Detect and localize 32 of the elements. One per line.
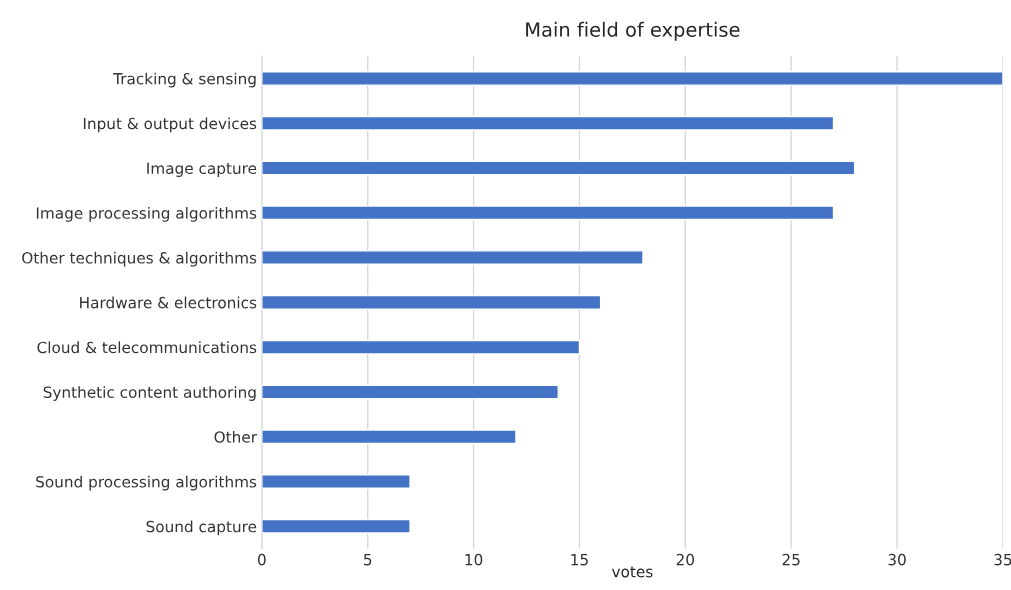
bar xyxy=(261,474,411,489)
bar xyxy=(261,518,411,534)
x-tick-label: 10 xyxy=(465,553,483,566)
x-tick-label: 0 xyxy=(258,553,266,566)
bar xyxy=(261,115,835,131)
bar xyxy=(261,339,581,355)
bar xyxy=(261,71,1003,86)
y-tick-label: Other xyxy=(214,430,257,443)
y-tick-label: Hardware & electronics xyxy=(80,296,257,309)
bar xyxy=(261,294,602,310)
bar xyxy=(261,160,856,176)
x-tick-label: 25 xyxy=(782,553,800,566)
bar xyxy=(261,384,559,400)
x-axis-title: votes xyxy=(611,566,653,578)
x-tick-label: 35 xyxy=(994,553,1011,566)
y-tick-label: Image processing algorithms xyxy=(36,207,257,222)
y-tick-label: Tracking & sensing xyxy=(113,72,256,88)
y-tick-label: Sound processing algorithms xyxy=(36,475,257,491)
bar xyxy=(261,250,644,266)
x-tick-label: 5 xyxy=(364,554,372,566)
y-tick-label: Sound capture xyxy=(146,520,257,536)
x-tick-label: 15 xyxy=(571,554,588,566)
bar xyxy=(261,205,835,221)
x-tick-label: 20 xyxy=(676,553,695,566)
y-tick-label: Synthetic content authoring xyxy=(43,386,256,401)
x-tick-label: 30 xyxy=(888,553,906,566)
y-tick-label: Image capture xyxy=(147,162,257,177)
y-tick-label: Input & output devices xyxy=(83,117,257,133)
y-tick-label: Other techniques & algorithms xyxy=(22,251,257,267)
bar xyxy=(261,429,517,445)
y-tick-label: Cloud & telecommunications xyxy=(37,341,257,354)
chart-title: Main field of expertise xyxy=(526,21,740,41)
